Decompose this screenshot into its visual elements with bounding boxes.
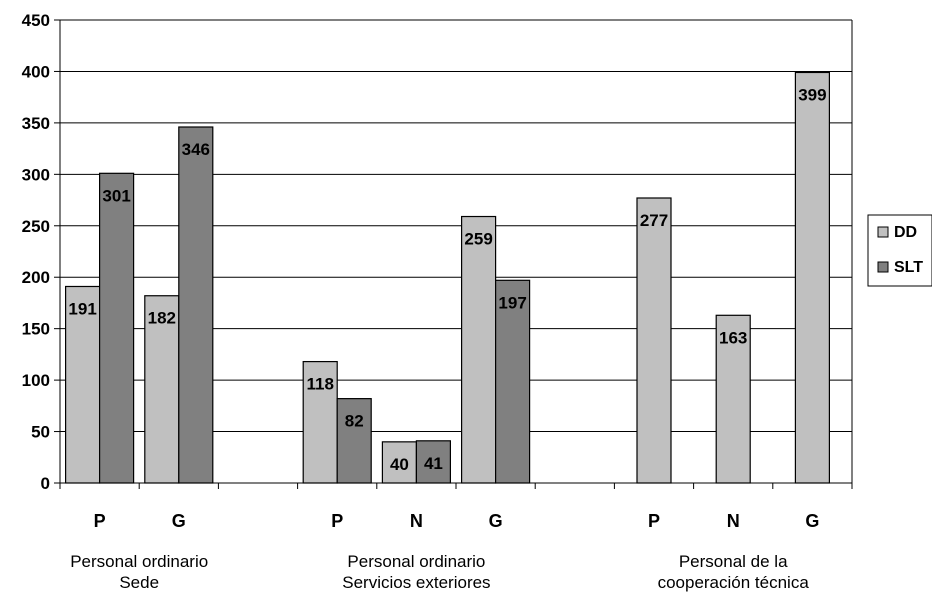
data-label-dd-7: 277 [640, 211, 668, 230]
y-tick-label-0: 0 [41, 474, 50, 493]
group-label-1-line-1: Servicios exteriores [342, 573, 490, 592]
bar-slt-1 [178, 126, 214, 484]
legend-swatch-slt [877, 261, 889, 273]
bar-dd-7 [636, 197, 672, 484]
data-label-slt-4: 41 [424, 454, 443, 473]
data-label-slt-1: 346 [182, 140, 210, 159]
data-label-dd-3: 118 [306, 375, 333, 394]
y-tick-label-50: 50 [31, 423, 50, 442]
category-label-7: P [648, 511, 660, 531]
y-tick-label-350: 350 [22, 114, 50, 133]
legend-label-slt: SLT [894, 259, 923, 276]
y-tick-label-450: 450 [22, 11, 50, 30]
legend: DD SLT [867, 214, 932, 287]
bar-slt-5 [495, 279, 531, 484]
data-label-dd-0: 191 [68, 299, 96, 318]
data-label-dd-4: 40 [390, 455, 409, 474]
group-label-0-line-0: Personal ordinario [70, 552, 208, 571]
y-tick-label-100: 100 [22, 371, 50, 390]
group-label-2-line-1: cooperación técnica [658, 573, 810, 592]
data-label-slt-3: 82 [345, 412, 364, 431]
group-label-0-line-1: Sede [119, 573, 159, 592]
data-label-dd-9: 399 [798, 85, 826, 104]
data-label-dd-5: 259 [464, 230, 492, 249]
group-label-2-line-0: Personal de la [679, 552, 788, 571]
category-label-1: G [172, 511, 186, 531]
bar-dd-9 [794, 71, 831, 484]
bar-dd-5 [461, 215, 497, 484]
bar-dd-8 [715, 314, 751, 484]
y-tick-label-300: 300 [22, 165, 50, 184]
y-tick-label-250: 250 [22, 217, 50, 236]
y-tick-label-400: 400 [22, 62, 50, 81]
data-label-slt-0: 301 [102, 186, 130, 205]
y-tick-label-150: 150 [22, 320, 50, 339]
group-label-1-line-0: Personal ordinario [347, 552, 485, 571]
legend-swatch-dd [877, 226, 889, 238]
legend-label-dd: DD [894, 224, 917, 241]
data-label-dd-8: 163 [719, 328, 747, 347]
category-label-4: N [410, 511, 423, 531]
y-tick-label-200: 200 [22, 268, 50, 287]
category-label-8: N [727, 511, 740, 531]
bars [64, 71, 831, 484]
labels: 0 50 100 150 200 250 300 350 400 450 191 301 P 182 346… [22, 11, 827, 592]
data-label-dd-1: 182 [148, 309, 176, 328]
category-label-0: P [94, 511, 106, 531]
category-label-5: G [489, 511, 503, 531]
category-label-9: G [805, 511, 819, 531]
category-label-3: P [331, 511, 343, 531]
data-label-slt-5: 197 [498, 293, 526, 312]
axes [54, 19, 853, 489]
bar-slt-0 [98, 172, 135, 484]
